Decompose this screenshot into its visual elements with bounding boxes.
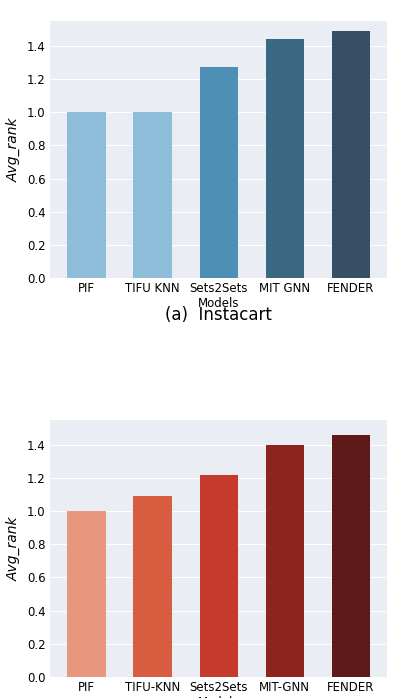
- Bar: [199, 68, 238, 279]
- Bar: [134, 496, 172, 677]
- Bar: [134, 112, 172, 279]
- Y-axis label: Avg_rank: Avg_rank: [7, 117, 21, 182]
- Bar: [67, 511, 106, 677]
- Bar: [266, 445, 304, 677]
- Bar: [332, 31, 370, 279]
- Bar: [332, 435, 370, 677]
- Bar: [199, 475, 238, 677]
- Y-axis label: Avg_rank: Avg_rank: [7, 516, 21, 581]
- Bar: [266, 39, 304, 279]
- Bar: [67, 112, 106, 279]
- Text: (a)  Instacart: (a) Instacart: [165, 306, 272, 324]
